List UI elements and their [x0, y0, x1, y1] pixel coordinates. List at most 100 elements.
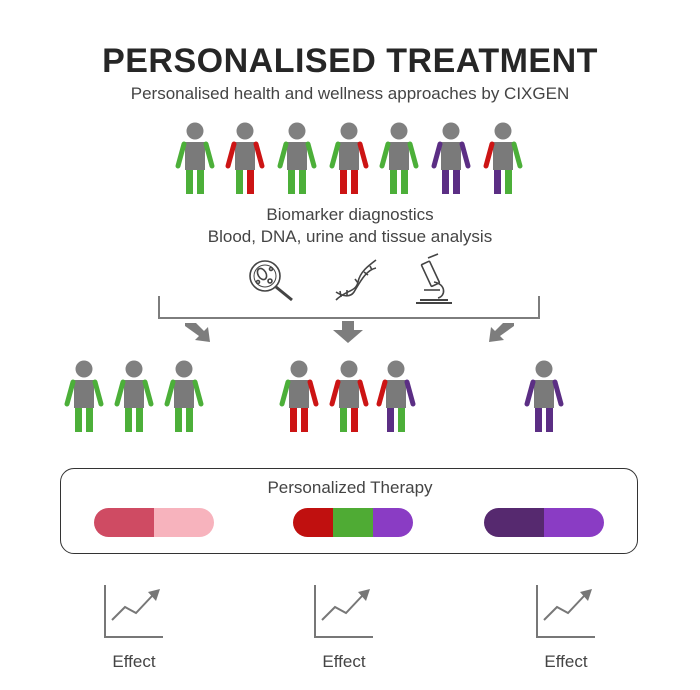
biomarker-text: Biomarker diagnostics Blood, DNA, urine …	[0, 204, 700, 248]
person-head	[442, 122, 460, 140]
population-person	[277, 122, 317, 194]
person-torso	[74, 380, 94, 408]
population-person	[431, 122, 471, 194]
person-head	[340, 360, 358, 378]
person-torso	[339, 380, 359, 408]
capsule-segment	[94, 508, 155, 537]
person-left-leg	[340, 408, 347, 432]
person-left-leg	[125, 408, 132, 432]
person-right-leg	[546, 408, 553, 432]
capsule-segment	[333, 508, 374, 537]
person-torso	[441, 142, 461, 170]
person-right-arm	[142, 379, 154, 407]
capsule-segment	[484, 508, 545, 537]
population-person	[225, 122, 265, 194]
population-person	[379, 122, 419, 194]
person-right-leg	[136, 408, 143, 432]
person-left-leg	[175, 408, 182, 432]
person-right-arm	[407, 141, 419, 169]
group-person	[376, 360, 416, 432]
person-right-leg	[351, 170, 358, 194]
person-right-leg	[505, 170, 512, 194]
person-torso	[185, 142, 205, 170]
person-left-arm	[431, 141, 443, 169]
person-head	[236, 122, 254, 140]
person-head	[535, 360, 553, 378]
effect-chart-icon	[314, 585, 373, 638]
person-torso	[339, 142, 359, 170]
person-left-arm	[64, 379, 76, 407]
person-torso	[235, 142, 255, 170]
person-left-leg	[494, 170, 501, 194]
person-head	[175, 360, 193, 378]
therapy-capsules	[94, 508, 604, 537]
person-right-arm	[552, 379, 564, 407]
person-left-arm	[329, 379, 341, 407]
biomarker-line-1: Biomarker diagnostics	[266, 205, 434, 224]
person-right-leg	[351, 408, 358, 432]
person-right-arm	[305, 141, 317, 169]
person-left-leg	[442, 170, 449, 194]
person-torso	[174, 380, 194, 408]
person-left-arm	[279, 379, 291, 407]
person-right-leg	[299, 170, 306, 194]
arrow-center	[333, 321, 363, 343]
person-right-leg	[247, 170, 254, 194]
capsule-segment	[373, 508, 413, 537]
therapy-title: Personalized Therapy	[267, 478, 433, 497]
person-right-arm	[192, 379, 204, 407]
person-torso	[124, 380, 144, 408]
person-right-leg	[186, 408, 193, 432]
person-head	[75, 360, 93, 378]
person-left-arm	[175, 141, 187, 169]
population-person	[483, 122, 523, 194]
person-head	[288, 122, 306, 140]
person-left-leg	[288, 170, 295, 194]
patient-group-3	[524, 360, 564, 432]
person-head	[186, 122, 204, 140]
effect-label-3: Effect	[544, 652, 588, 671]
person-right-arm	[253, 141, 265, 169]
page-subtitle: Personalised health and wellness approac…	[130, 84, 570, 103]
capsule-segment	[154, 508, 214, 537]
person-right-leg	[401, 170, 408, 194]
population-person	[329, 122, 369, 194]
person-torso	[534, 380, 554, 408]
person-left-leg	[290, 408, 297, 432]
group-person	[279, 360, 319, 432]
person-left-arm	[379, 141, 391, 169]
group-person	[524, 360, 564, 432]
arrow-right	[489, 323, 514, 342]
group-person	[114, 360, 154, 432]
person-right-arm	[92, 379, 104, 407]
therapy-capsule	[94, 508, 214, 537]
person-right-leg	[197, 170, 204, 194]
microscope-icon	[416, 253, 452, 304]
capsule-segment	[293, 508, 334, 537]
person-left-arm	[164, 379, 176, 407]
person-torso	[389, 142, 409, 170]
person-torso	[386, 380, 406, 408]
person-head	[340, 122, 358, 140]
page-title: PERSONALISED TREATMENT	[102, 42, 598, 80]
person-head	[387, 360, 405, 378]
bacteria-magnifier-icon	[249, 260, 293, 302]
person-torso	[287, 142, 307, 170]
effect-chart-icon	[536, 585, 595, 638]
dna-icon	[335, 259, 377, 301]
capsule-segment	[544, 508, 604, 537]
person-right-arm	[357, 379, 369, 407]
biomarker-line-2: Blood, DNA, urine and tissue analysis	[207, 227, 493, 246]
person-left-arm	[277, 141, 289, 169]
person-right-leg	[301, 408, 308, 432]
split-bracket	[158, 296, 540, 319]
patient-groups	[64, 360, 564, 432]
arrow-left	[185, 323, 210, 342]
person-left-arm	[376, 379, 388, 407]
effect-chart-icon	[104, 585, 163, 638]
person-right-arm	[459, 141, 471, 169]
person-left-leg	[387, 408, 394, 432]
group-person	[329, 360, 369, 432]
